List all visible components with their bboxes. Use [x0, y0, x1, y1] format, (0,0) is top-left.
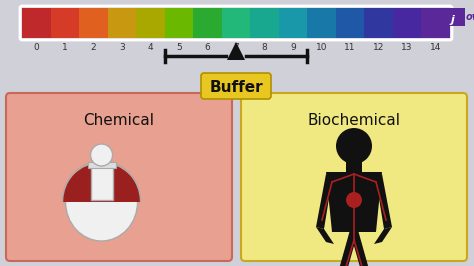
Polygon shape	[334, 230, 358, 266]
FancyBboxPatch shape	[201, 73, 271, 99]
Bar	[346, 162, 362, 176]
Text: 4: 4	[147, 43, 153, 52]
Polygon shape	[350, 230, 374, 266]
Circle shape	[91, 144, 112, 166]
Text: 10: 10	[316, 43, 328, 52]
Bar	[365, 8, 393, 38]
Bar	[22, 8, 51, 38]
Bar	[164, 8, 193, 38]
Text: 2: 2	[91, 43, 96, 52]
Bar	[136, 8, 164, 38]
Ellipse shape	[65, 163, 137, 241]
Text: 9: 9	[290, 43, 296, 52]
Polygon shape	[374, 227, 392, 244]
Text: Chemical: Chemical	[83, 113, 155, 128]
Circle shape	[346, 192, 362, 208]
Polygon shape	[376, 174, 392, 229]
Text: 13: 13	[401, 43, 413, 52]
FancyBboxPatch shape	[6, 93, 232, 261]
Text: Biochemical: Biochemical	[308, 113, 401, 128]
Bar	[279, 8, 307, 38]
Text: j: j	[450, 15, 454, 25]
Bar	[51, 8, 79, 38]
Text: 1: 1	[62, 43, 68, 52]
Bar	[393, 8, 421, 38]
Polygon shape	[316, 174, 332, 229]
Text: 11: 11	[345, 43, 356, 52]
Bar	[250, 8, 279, 38]
FancyBboxPatch shape	[447, 8, 465, 26]
Bar	[307, 8, 336, 38]
Bar	[91, 165, 112, 200]
Bar	[108, 8, 136, 38]
Polygon shape	[326, 172, 382, 232]
Text: 0: 0	[33, 43, 39, 52]
Bar	[88, 162, 116, 168]
Bar	[421, 8, 450, 38]
Bar	[193, 8, 222, 38]
Bar	[79, 8, 108, 38]
Bar	[222, 8, 250, 38]
Text: 7: 7	[233, 43, 239, 52]
Text: ove: ove	[466, 12, 474, 22]
Wedge shape	[63, 163, 141, 202]
Text: 6: 6	[205, 43, 210, 52]
Bar	[336, 8, 365, 38]
FancyBboxPatch shape	[241, 93, 467, 261]
Polygon shape	[227, 42, 245, 60]
Text: 8: 8	[262, 43, 267, 52]
Text: 3: 3	[119, 43, 125, 52]
Text: 12: 12	[373, 43, 384, 52]
Text: 14: 14	[430, 43, 441, 52]
Text: Buffer: Buffer	[209, 81, 263, 95]
Text: 5: 5	[176, 43, 182, 52]
Circle shape	[336, 128, 372, 164]
Polygon shape	[316, 227, 334, 244]
